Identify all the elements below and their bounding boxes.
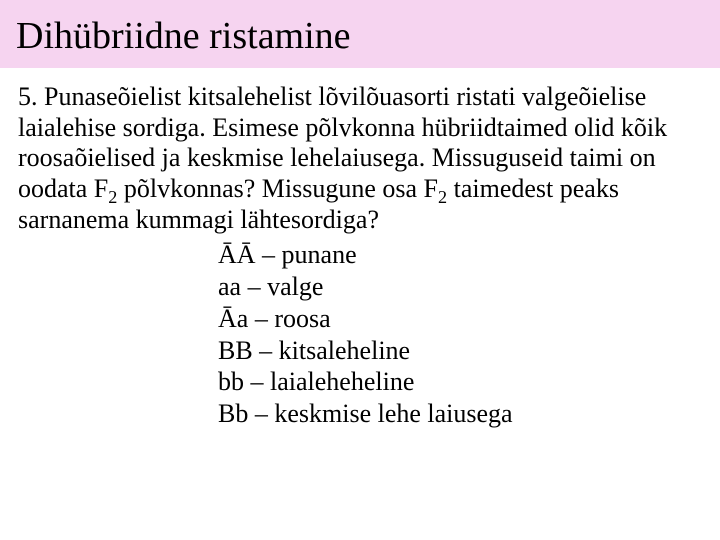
legend-line: Bb – keskmise lehe laiusega bbox=[218, 398, 702, 430]
slide-title: Dihübriidne ristamine bbox=[16, 14, 704, 58]
legend-line: aa – valge bbox=[218, 271, 702, 303]
slide: Dihübriidne ristamine 5. Punaseõielist k… bbox=[0, 0, 720, 540]
subscript-2: 2 bbox=[438, 187, 447, 207]
legend-line: bb – laialeheheline bbox=[218, 366, 702, 398]
legend-line: Āa – roosa bbox=[218, 303, 702, 335]
paragraph-part-2: põlvkonnas? Missugune osa F bbox=[117, 174, 438, 203]
genotype-legend: ĀĀ – punane aa – valge Āa – roosa BB – k… bbox=[18, 239, 702, 429]
legend-line: BB – kitsaleheline bbox=[218, 335, 702, 367]
question-paragraph: 5. Punaseõielist kitsalehelist lõvilõuas… bbox=[18, 82, 702, 235]
legend-line: ĀĀ – punane bbox=[218, 239, 702, 271]
body-text: 5. Punaseõielist kitsalehelist lõvilõuas… bbox=[0, 68, 720, 430]
title-bar: Dihübriidne ristamine bbox=[0, 0, 720, 68]
